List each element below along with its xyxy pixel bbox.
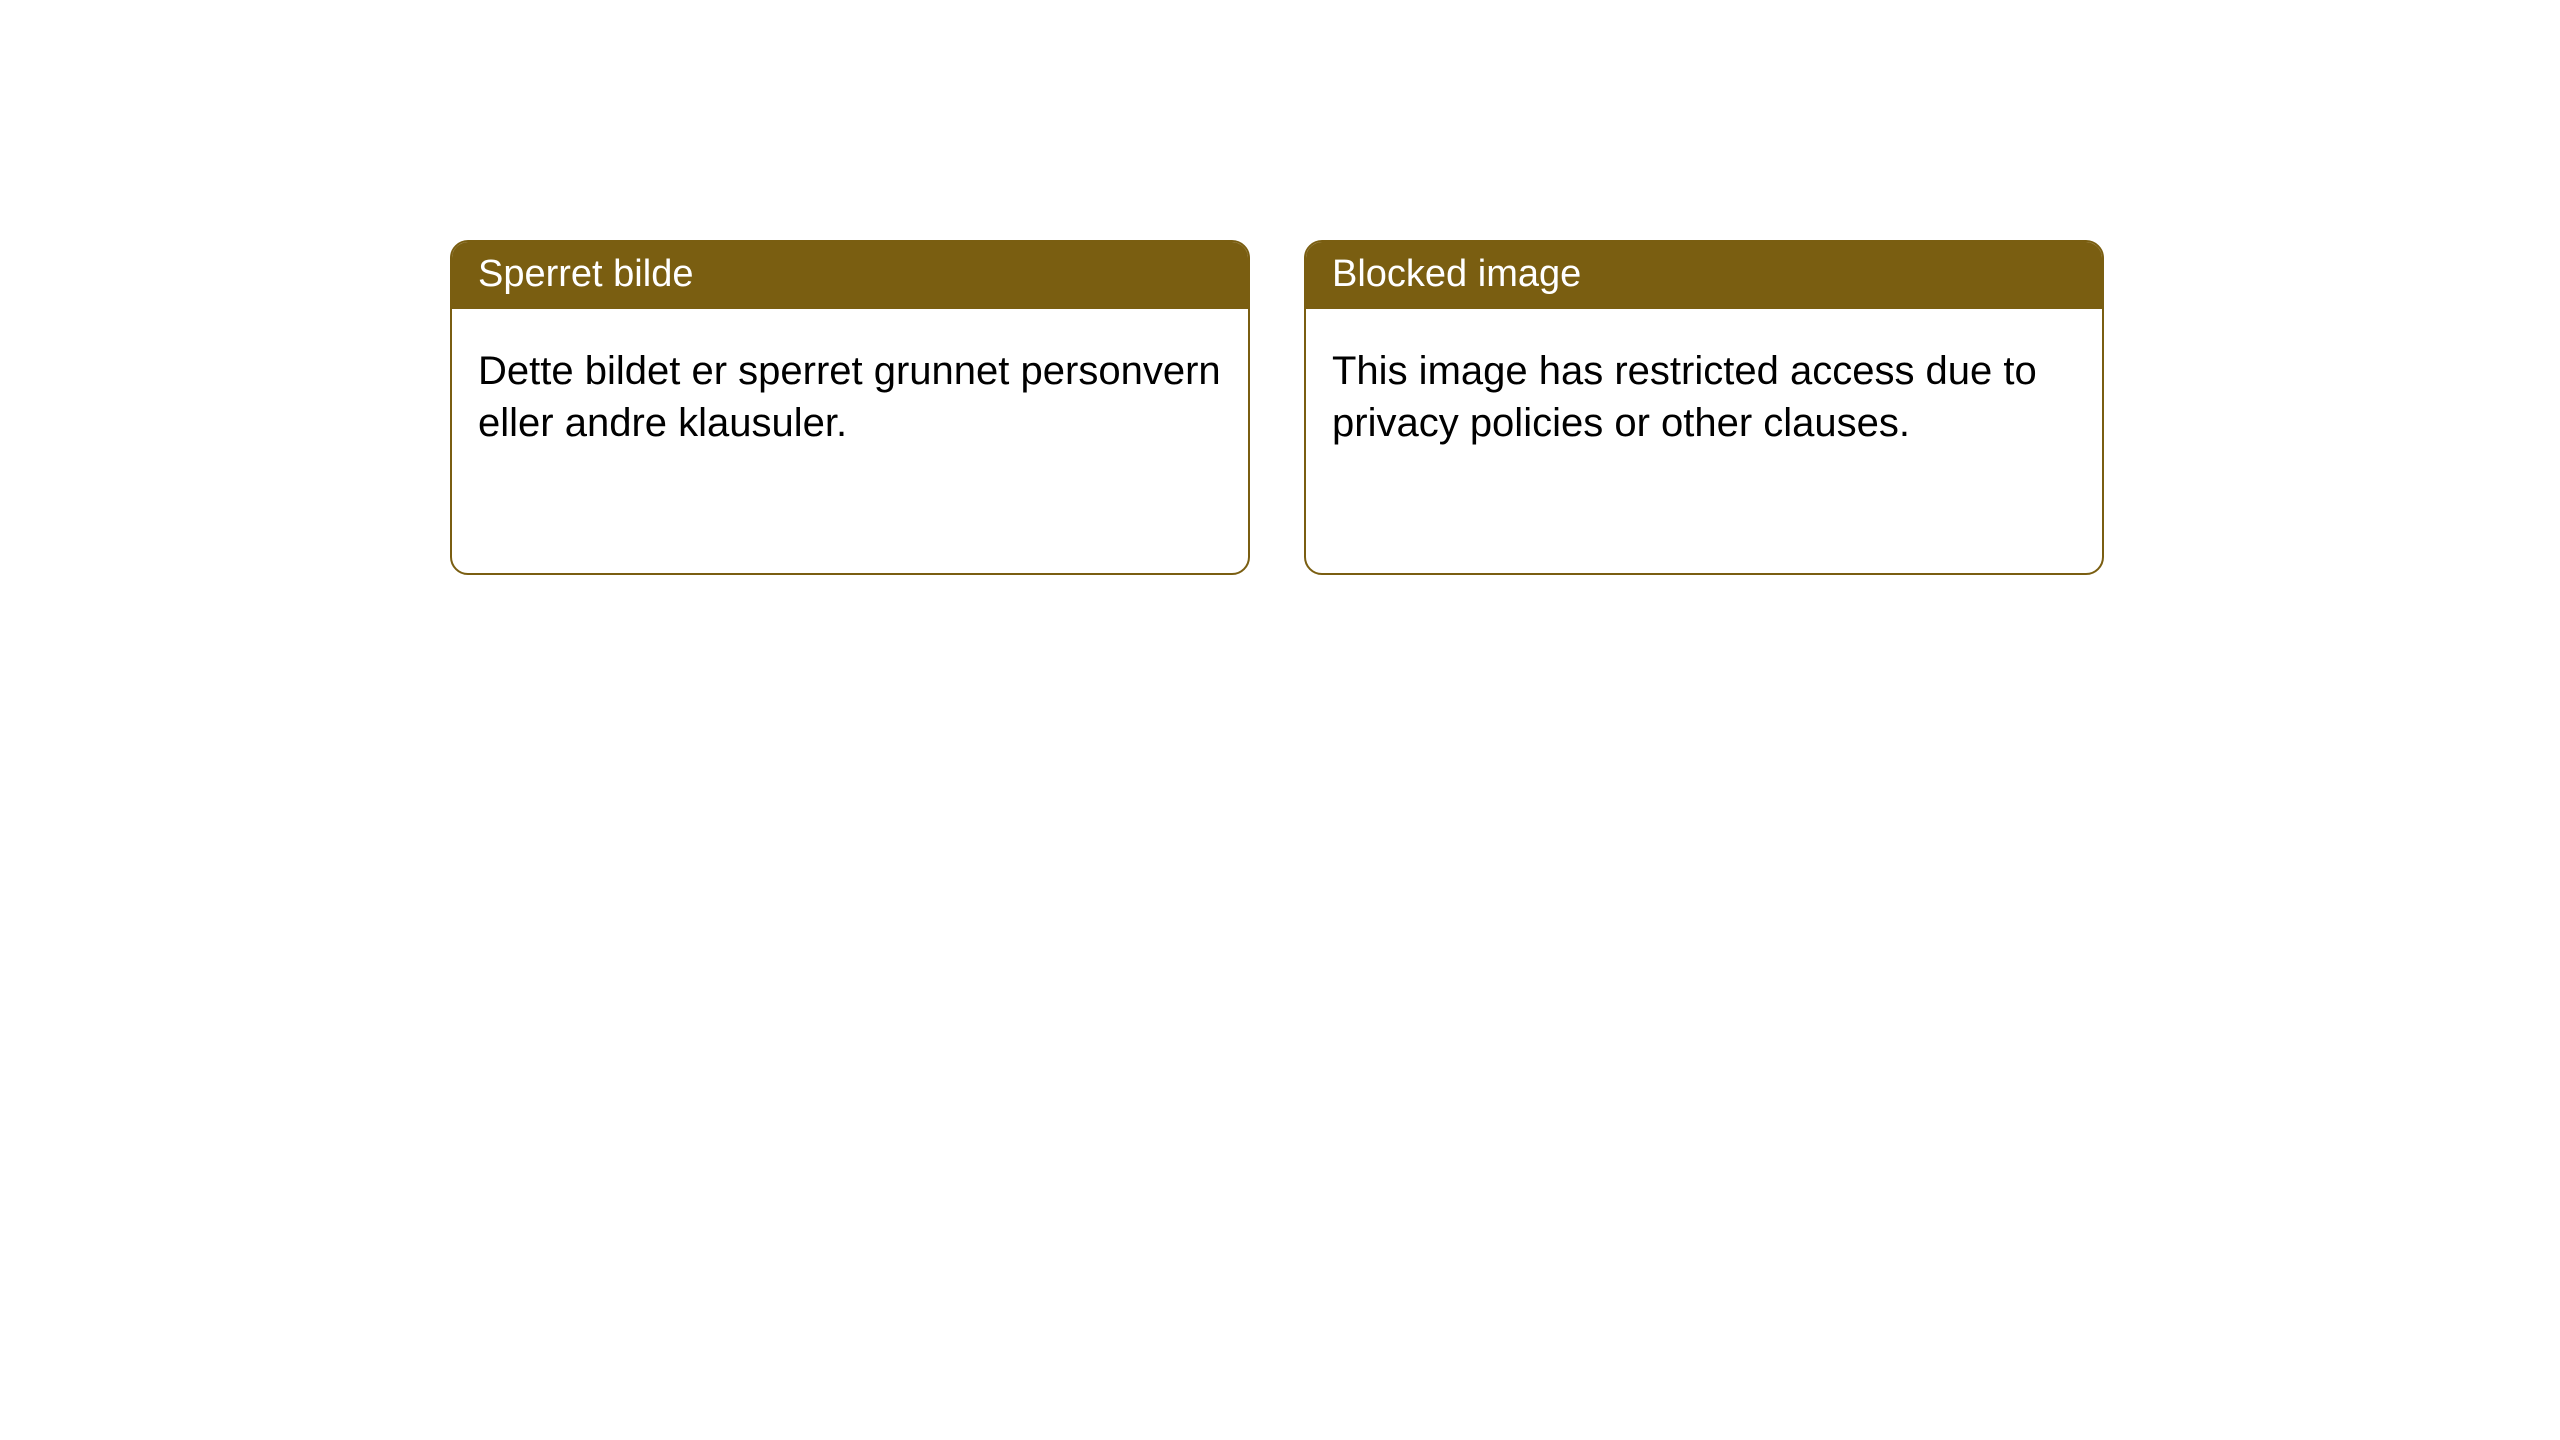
- notice-body: Dette bildet er sperret grunnet personve…: [452, 309, 1248, 475]
- notice-body: This image has restricted access due to …: [1306, 309, 2102, 475]
- notice-card-norwegian: Sperret bilde Dette bildet er sperret gr…: [450, 240, 1250, 575]
- notice-container: Sperret bilde Dette bildet er sperret gr…: [450, 240, 2560, 575]
- notice-header: Blocked image: [1306, 242, 2102, 309]
- notice-header: Sperret bilde: [452, 242, 1248, 309]
- notice-card-english: Blocked image This image has restricted …: [1304, 240, 2104, 575]
